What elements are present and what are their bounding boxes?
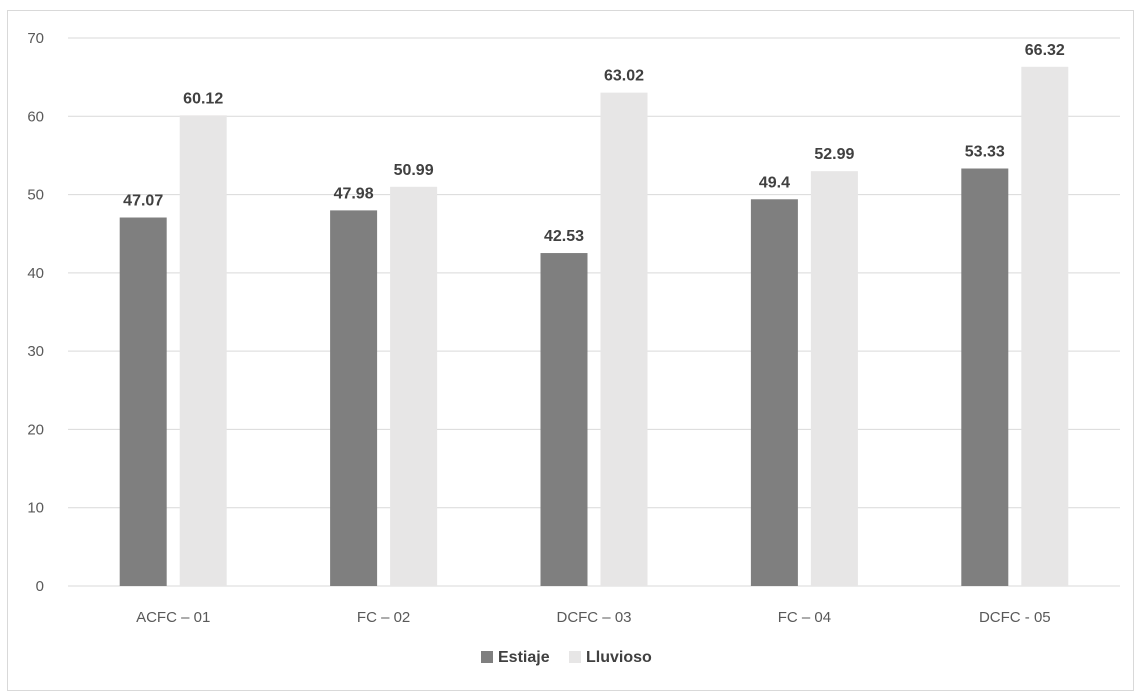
data-label: 47.07	[123, 193, 163, 210]
bar-lluvioso-3	[810, 171, 858, 586]
y-tick-label: 20	[27, 421, 44, 438]
x-category-label: FC – 02	[357, 609, 410, 626]
bars	[119, 66, 1069, 587]
y-tick-label: 60	[27, 108, 44, 125]
y-tick-label: 70	[27, 30, 44, 47]
bar-lluvioso-0	[179, 115, 227, 586]
y-tick-label: 50	[27, 187, 44, 204]
data-label: 53.33	[965, 144, 1005, 161]
legend: Estiaje Lluvioso	[481, 649, 652, 666]
bar-estiaje-3	[750, 199, 798, 587]
y-tick-label: 0	[36, 578, 44, 595]
bar-lluvioso-2	[600, 92, 648, 586]
x-axis-categories: ACFC – 01 FC – 02 DCFC – 03 FC – 04 DCFC - 0…	[136, 609, 1051, 626]
gridlines	[68, 37, 1120, 587]
legend-swatch-lluvioso	[569, 651, 581, 663]
legend-label-estiaje: Estiaje	[498, 649, 550, 666]
y-tick-label: 40	[27, 265, 44, 282]
x-category-label: FC – 04	[778, 609, 831, 626]
data-label: 49.4	[759, 174, 790, 191]
data-label: 66.32	[1025, 42, 1065, 59]
data-label: 60.12	[183, 90, 223, 107]
legend-swatch-estiaje	[481, 651, 493, 663]
y-axis-ticks: 0 10 20 30 40 50 60 70	[27, 30, 44, 595]
bar-lluvioso-4	[1021, 66, 1069, 586]
data-label: 52.99	[814, 146, 854, 163]
bar-lluvioso-1	[390, 186, 438, 586]
data-label: 50.99	[394, 162, 434, 179]
data-label: 63.02	[604, 68, 644, 85]
y-tick-label: 30	[27, 343, 44, 360]
bar-estiaje-0	[119, 217, 167, 586]
bar-estiaje-4	[961, 168, 1009, 586]
legend-label-lluvioso: Lluvioso	[586, 649, 652, 666]
x-category-label: ACFC – 01	[136, 609, 210, 626]
x-category-label: DCFC - 05	[979, 609, 1051, 626]
data-label: 42.53	[544, 228, 584, 245]
y-tick-label: 10	[27, 500, 44, 517]
data-label: 47.98	[334, 185, 374, 202]
x-category-label: DCFC – 03	[556, 609, 631, 626]
bar-estiaje-2	[540, 253, 588, 587]
data-labels: 47.07 60.12 47.98 50.99 42.53 63.02 49.4 52.99 5…	[123, 42, 1065, 245]
bar-estiaje-1	[330, 210, 378, 587]
